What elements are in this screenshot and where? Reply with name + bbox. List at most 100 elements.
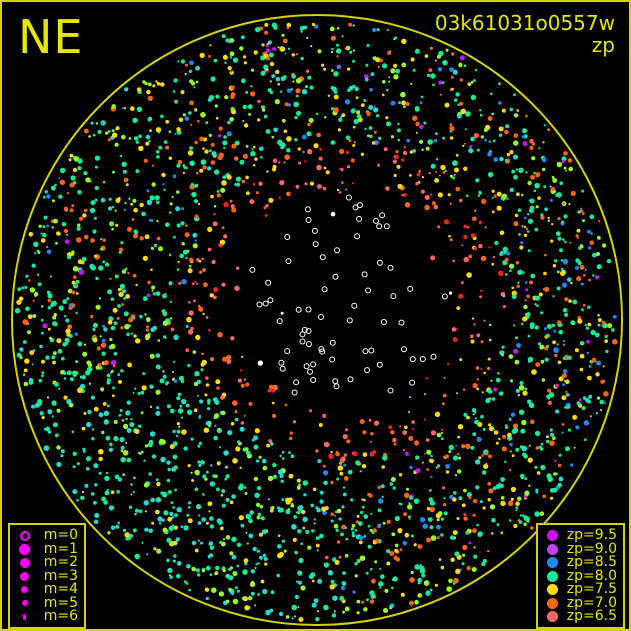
star-point bbox=[105, 435, 111, 441]
star-point bbox=[152, 84, 156, 88]
star-point bbox=[241, 35, 245, 40]
star-point bbox=[201, 569, 205, 573]
star-point bbox=[300, 25, 305, 30]
star-point bbox=[310, 572, 316, 578]
star-point-hollow bbox=[276, 318, 283, 325]
star-point bbox=[481, 391, 484, 394]
star-point bbox=[402, 150, 408, 156]
star-point bbox=[121, 161, 127, 167]
star-point bbox=[201, 352, 204, 356]
star-point bbox=[291, 524, 297, 530]
star-point bbox=[540, 311, 544, 315]
star-point bbox=[25, 274, 29, 278]
star-point bbox=[84, 483, 89, 488]
star-point bbox=[234, 417, 239, 422]
star-point bbox=[192, 232, 198, 238]
star-point bbox=[64, 315, 67, 318]
star-point bbox=[138, 509, 143, 514]
zp-legend-item: zp=8.0 bbox=[544, 569, 617, 584]
star-point bbox=[330, 69, 334, 72]
star-point bbox=[272, 474, 278, 479]
star-point bbox=[205, 470, 209, 474]
star-point bbox=[200, 112, 206, 118]
star-point bbox=[259, 146, 264, 152]
star-point bbox=[317, 459, 322, 464]
star-point bbox=[176, 223, 181, 228]
star-point bbox=[173, 554, 177, 558]
star-point bbox=[603, 391, 609, 397]
star-point bbox=[549, 185, 552, 188]
star-point bbox=[52, 321, 58, 327]
star-point bbox=[209, 516, 214, 521]
star-point bbox=[214, 413, 220, 419]
star-point bbox=[124, 201, 127, 205]
star-point bbox=[111, 227, 114, 231]
star-point bbox=[487, 498, 491, 502]
star-point bbox=[218, 591, 225, 597]
star-point bbox=[118, 291, 124, 298]
star-point bbox=[565, 393, 570, 397]
star-point bbox=[64, 337, 70, 343]
star-point bbox=[88, 135, 91, 138]
star-point bbox=[188, 264, 192, 268]
star-point bbox=[340, 532, 344, 537]
star-point bbox=[391, 532, 396, 537]
star-point-hollow bbox=[332, 273, 339, 280]
star-point bbox=[180, 90, 185, 95]
star-point bbox=[168, 253, 172, 257]
star-point bbox=[113, 321, 118, 326]
color-swatch-icon bbox=[546, 570, 558, 582]
star-point bbox=[155, 389, 161, 395]
star-point bbox=[91, 428, 95, 431]
star-point bbox=[225, 474, 230, 479]
star-point bbox=[392, 576, 398, 582]
star-point bbox=[427, 73, 431, 77]
star-point bbox=[213, 295, 217, 300]
star-point bbox=[71, 430, 75, 434]
star-point bbox=[292, 420, 297, 424]
star-point bbox=[288, 451, 291, 454]
star-point bbox=[194, 548, 199, 553]
star-point bbox=[174, 488, 178, 492]
star-point bbox=[176, 507, 182, 513]
star-point bbox=[372, 56, 377, 61]
star-point bbox=[120, 241, 124, 245]
star-point bbox=[565, 390, 568, 393]
star-point bbox=[518, 167, 524, 173]
star-point bbox=[515, 509, 518, 512]
star-point bbox=[495, 377, 501, 383]
star-point bbox=[199, 399, 204, 404]
star-point bbox=[437, 192, 443, 198]
star-point bbox=[72, 465, 76, 469]
star-point bbox=[235, 176, 241, 182]
star-point bbox=[191, 182, 194, 186]
star-point bbox=[463, 166, 468, 171]
star-point bbox=[517, 269, 523, 275]
star-point bbox=[199, 414, 201, 417]
star-point bbox=[535, 488, 539, 492]
star-point bbox=[495, 441, 499, 445]
star-point bbox=[221, 489, 226, 494]
star-point bbox=[204, 149, 209, 154]
star-point bbox=[34, 252, 37, 255]
star-point bbox=[518, 232, 521, 236]
star-point bbox=[286, 191, 291, 197]
star-point bbox=[89, 207, 96, 214]
star-point bbox=[409, 496, 413, 500]
star-point bbox=[173, 525, 178, 530]
star-point bbox=[316, 549, 319, 552]
star-point bbox=[487, 171, 494, 178]
star-point bbox=[72, 181, 77, 185]
star-point bbox=[340, 115, 343, 118]
star-point bbox=[371, 141, 376, 145]
star-point bbox=[546, 473, 552, 479]
star-point bbox=[90, 315, 94, 319]
star-point bbox=[419, 564, 423, 567]
star-point bbox=[341, 586, 346, 591]
star-point bbox=[562, 343, 565, 346]
star-point bbox=[209, 524, 215, 529]
star-point bbox=[563, 340, 566, 343]
star-point bbox=[509, 468, 512, 472]
star-point bbox=[556, 192, 562, 198]
star-point bbox=[492, 139, 496, 143]
